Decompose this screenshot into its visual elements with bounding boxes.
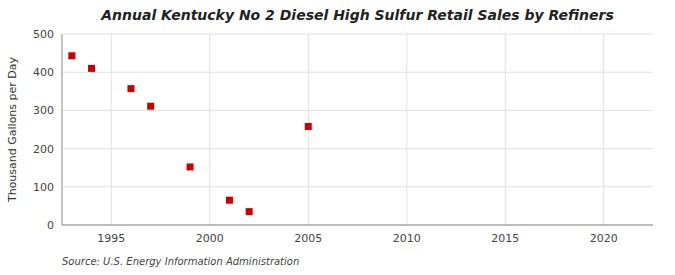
source-note: Source: U.S. Energy Information Administ… [62, 256, 299, 267]
points [68, 52, 311, 215]
x-tick-label: 1995 [97, 232, 125, 245]
scatter-point [226, 197, 233, 204]
chart-title: Annual Kentucky No 2 Diesel High Sulfur … [100, 7, 614, 23]
scatter-point [246, 208, 253, 215]
x-grid-line [603, 34, 604, 225]
y-tick-label: 400 [33, 66, 54, 79]
y-grid-line [62, 148, 653, 149]
grid [62, 34, 653, 225]
scatter-point [147, 103, 154, 110]
x-axis-line [62, 225, 653, 226]
x-tick-label: 2010 [393, 232, 421, 245]
y-grid-line [62, 186, 653, 187]
y-grid-line [62, 110, 653, 111]
y-tick-label: 0 [47, 219, 54, 232]
y-grid-line [62, 225, 653, 226]
x-grid-line [209, 34, 210, 225]
scatter-point [187, 163, 194, 170]
y-tick-label: 100 [33, 181, 54, 194]
y-tick-label: 500 [33, 28, 54, 41]
x-tick-label: 2020 [590, 232, 618, 245]
y-axis-line [62, 34, 63, 225]
x-tick-label: 2005 [294, 232, 322, 245]
x-grid-line [406, 34, 407, 225]
tick-labels: 0 100 200 300 400 500 1995 2000 2005 2010 2015 2020 [33, 28, 618, 245]
x-tick-label: 2000 [196, 232, 224, 245]
y-tick-label: 200 [33, 143, 54, 156]
x-grid-line [111, 34, 112, 225]
scatter-point [88, 65, 95, 72]
scatter-point [127, 85, 134, 92]
scatter-point [305, 123, 312, 130]
x-tick-label: 2015 [491, 232, 519, 245]
y-tick-label: 300 [33, 104, 54, 117]
scatter-point [68, 52, 75, 59]
chart-container: 0 100 200 300 400 500 1995 2000 2005 2010 2015 2020… [0, 0, 675, 275]
y-axis-label: Thousand Gallons per Day [6, 56, 19, 203]
x-grid-line [505, 34, 506, 225]
y-grid-line [62, 34, 653, 35]
y-grid-line [62, 72, 653, 73]
chart-svg: 0 100 200 300 400 500 1995 2000 2005 2010 2015 2020… [0, 0, 675, 275]
